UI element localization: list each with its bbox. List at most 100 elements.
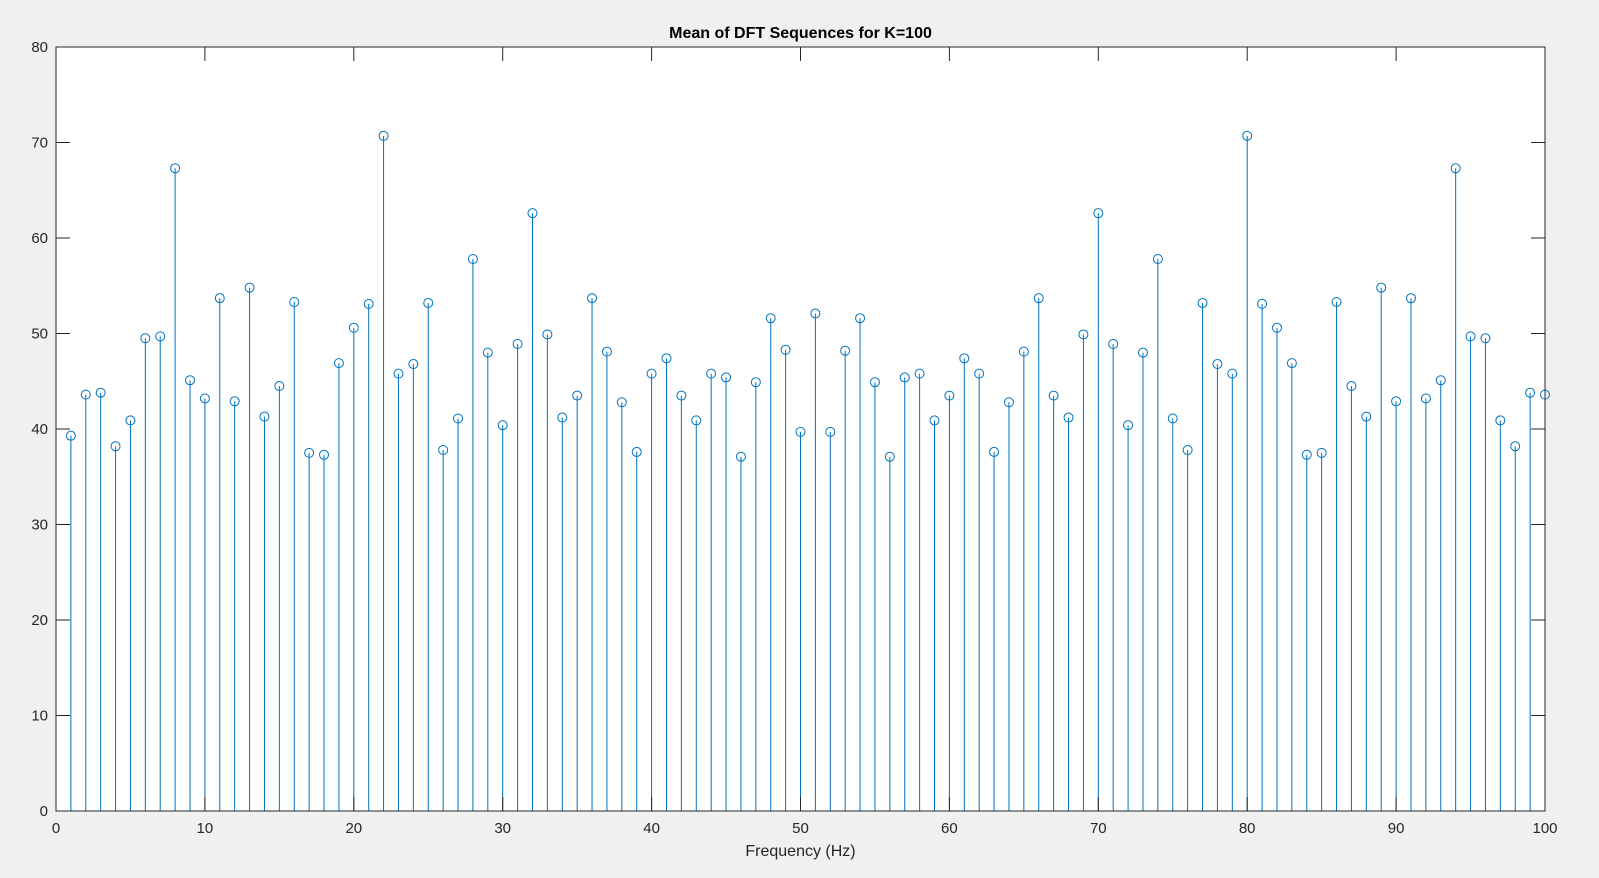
y-tick-label: 20 xyxy=(31,612,48,629)
chart-title: Mean of DFT Sequences for K=100 xyxy=(669,25,932,42)
stem-marker xyxy=(1301,449,1312,460)
stem-marker xyxy=(1003,397,1014,408)
stem-marker xyxy=(944,390,955,401)
y-tick-label: 40 xyxy=(31,421,48,438)
stem-marker xyxy=(482,347,493,358)
x-tick-label: 100 xyxy=(1532,820,1557,837)
stem-marker xyxy=(1257,298,1268,309)
stem-marker xyxy=(646,368,657,379)
y-tick-label: 0 xyxy=(40,803,48,820)
stem-marker xyxy=(95,387,106,398)
stem-marker xyxy=(810,308,821,319)
x-tick-label: 0 xyxy=(52,820,60,837)
stem-marker xyxy=(1376,282,1387,293)
stem-marker xyxy=(1286,358,1297,369)
stem-marker xyxy=(765,313,776,324)
stem-series xyxy=(65,130,1550,811)
stem-marker xyxy=(721,372,732,383)
y-tick-label: 80 xyxy=(31,39,48,56)
stem-marker xyxy=(408,359,419,370)
stem-marker xyxy=(1048,390,1059,401)
stem-marker xyxy=(869,377,880,388)
x-axis-label: Frequency (Hz) xyxy=(745,843,855,860)
y-tick-label: 30 xyxy=(31,517,48,534)
stem-marker xyxy=(185,375,196,386)
stem-marker xyxy=(840,345,851,356)
stem-marker xyxy=(1242,130,1253,141)
stem-marker xyxy=(1346,381,1357,392)
stem-marker xyxy=(1465,331,1476,342)
stem-marker xyxy=(497,420,508,431)
stem-marker xyxy=(616,397,627,408)
stem-marker xyxy=(155,331,166,342)
stem-marker xyxy=(601,346,612,357)
stem-marker xyxy=(1525,387,1536,398)
x-tick-label: 70 xyxy=(1090,820,1107,837)
stem-marker xyxy=(289,296,300,307)
stem-marker xyxy=(1152,254,1163,265)
stem-marker xyxy=(1405,293,1416,304)
x-tick-label: 50 xyxy=(792,820,809,837)
stem-marker xyxy=(706,368,717,379)
x-tick-label: 60 xyxy=(941,820,958,837)
x-tick-label: 90 xyxy=(1388,820,1405,837)
stem-marker xyxy=(378,130,389,141)
stem-marker xyxy=(304,447,315,458)
stem-marker xyxy=(1510,441,1521,452)
stem-marker xyxy=(259,411,270,422)
stem-marker xyxy=(1331,296,1342,307)
stem-marker xyxy=(587,293,598,304)
stem-marker xyxy=(1033,293,1044,304)
stem-marker xyxy=(1495,415,1506,426)
stem-marker xyxy=(542,329,553,340)
x-tick-label: 40 xyxy=(643,820,660,837)
x-tick-label: 10 xyxy=(197,820,214,837)
stem-marker xyxy=(1212,359,1223,370)
y-tick-label: 50 xyxy=(31,326,48,343)
stem-marker xyxy=(319,449,330,460)
stem-marker xyxy=(735,451,746,462)
stem-marker xyxy=(214,293,225,304)
y-tick-label: 10 xyxy=(31,708,48,725)
stem-marker xyxy=(80,389,91,400)
stem-marker xyxy=(1480,333,1491,344)
stem-marker xyxy=(1271,322,1282,333)
stem-marker xyxy=(512,339,523,350)
stem-marker xyxy=(795,426,806,437)
stem-marker xyxy=(974,368,985,379)
stem-marker xyxy=(244,282,255,293)
stem-marker xyxy=(780,344,791,355)
x-tick-label: 20 xyxy=(345,820,362,837)
stem-marker xyxy=(1093,208,1104,219)
stem-marker xyxy=(959,353,970,364)
stem-marker xyxy=(1361,411,1372,422)
y-tick-label: 70 xyxy=(31,135,48,152)
stem-marker xyxy=(423,297,434,308)
stem-marker xyxy=(1197,297,1208,308)
stem-marker xyxy=(1420,393,1431,404)
stem-marker xyxy=(333,358,344,369)
stem-marker xyxy=(855,313,866,324)
stem-marker xyxy=(661,353,672,364)
stem-marker xyxy=(393,368,404,379)
stem-marker xyxy=(1182,445,1193,456)
stem-marker xyxy=(467,254,478,265)
stem-marker xyxy=(348,322,359,333)
stem-marker xyxy=(1123,420,1134,431)
stem-marker xyxy=(199,393,210,404)
stem-marker xyxy=(125,415,136,426)
stem-marker xyxy=(691,415,702,426)
stem-marker xyxy=(229,396,240,407)
stem-marker xyxy=(914,368,925,379)
stem-marker xyxy=(825,426,836,437)
stem-marker xyxy=(274,381,285,392)
stem-marker xyxy=(110,441,121,452)
stem-marker xyxy=(1018,346,1029,357)
stem-marker xyxy=(1167,413,1178,424)
stem-marker xyxy=(1316,447,1327,458)
stem-marker xyxy=(929,415,940,426)
stem-marker xyxy=(1137,347,1148,358)
stem-marker xyxy=(884,451,895,462)
